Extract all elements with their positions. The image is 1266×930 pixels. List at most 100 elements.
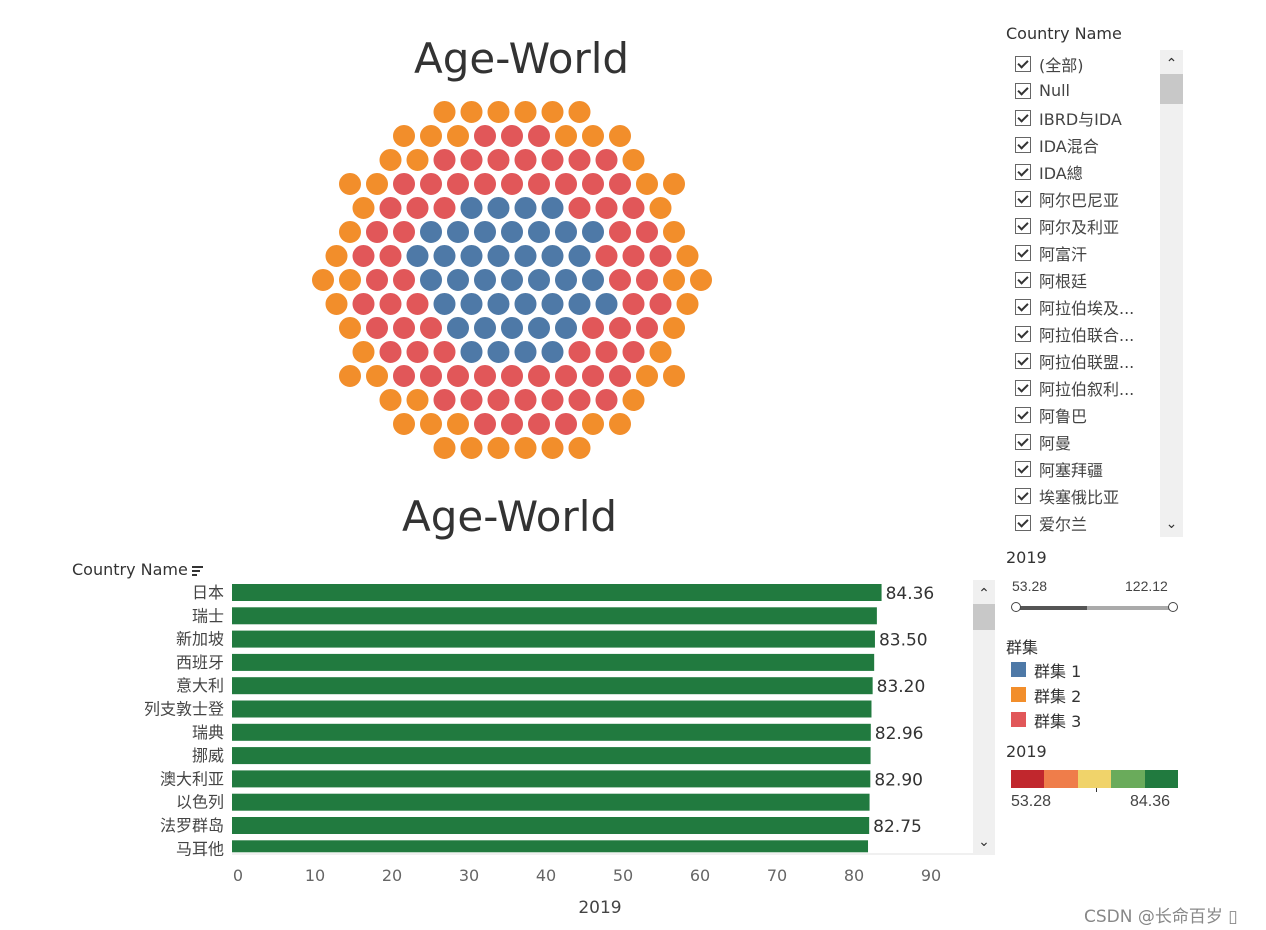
bubble-mark[interactable] (473, 220, 497, 244)
bubble-mark[interactable] (392, 172, 416, 196)
filter-item[interactable]: IDA混合 (1008, 131, 1158, 158)
bubble-mark[interactable] (527, 172, 551, 196)
bubble-mark[interactable] (662, 268, 686, 292)
bubble-mark[interactable] (500, 220, 524, 244)
bubble-mark[interactable] (540, 244, 565, 268)
filter-item[interactable]: 阿尔巴尼亚 (1008, 185, 1158, 212)
bar-mark[interactable] (232, 747, 871, 765)
category-label[interactable]: 瑞典 (192, 723, 224, 742)
bubble-mark[interactable] (459, 388, 484, 412)
bubble-mark[interactable] (648, 196, 673, 220)
bubble-mark[interactable] (473, 124, 497, 148)
bubble-mark[interactable] (351, 340, 376, 364)
filter-item[interactable]: IDA總 (1008, 158, 1158, 185)
bubble-mark[interactable] (567, 388, 592, 412)
bubble-mark[interactable] (486, 436, 511, 460)
bubble-mark[interactable] (675, 292, 700, 316)
legend-item[interactable]: 群集 3 (1011, 707, 1081, 732)
scroll-down-icon[interactable]: ⌄ (978, 833, 990, 849)
bubble-mark[interactable] (432, 148, 457, 172)
bar-mark[interactable] (232, 653, 875, 671)
bubble-mark[interactable] (662, 316, 686, 340)
bubble-mark[interactable] (608, 316, 632, 340)
checkbox-checked-icon[interactable] (1015, 325, 1031, 342)
bubble-mark[interactable] (378, 340, 403, 364)
bubble-mark[interactable] (527, 364, 551, 388)
bubble-mark[interactable] (581, 268, 605, 292)
bubble-mark[interactable] (405, 196, 430, 220)
bubble-mark[interactable] (486, 196, 511, 220)
category-label[interactable]: 挪威 (192, 746, 224, 765)
bubble-mark[interactable] (554, 124, 578, 148)
checkbox-checked-icon[interactable] (1015, 460, 1031, 477)
bubble-mark[interactable] (486, 388, 511, 412)
checkbox-checked-icon[interactable] (1015, 433, 1031, 450)
checkbox-checked-icon[interactable] (1015, 217, 1031, 234)
bubble-mark[interactable] (459, 244, 484, 268)
bar-mark[interactable] (232, 700, 872, 718)
bubble-mark[interactable] (540, 388, 565, 412)
bubble-mark[interactable] (378, 388, 403, 412)
bubble-mark[interactable] (405, 292, 430, 316)
bubble-mark[interactable] (567, 100, 592, 124)
bubble-mark[interactable] (594, 244, 619, 268)
bubble-mark[interactable] (405, 388, 430, 412)
bubble-mark[interactable] (594, 292, 619, 316)
bubble-mark[interactable] (500, 124, 524, 148)
bubble-mark[interactable] (567, 148, 592, 172)
bubble-mark[interactable] (311, 268, 335, 292)
range-max-handle[interactable] (1168, 602, 1178, 612)
bar-mark[interactable] (232, 793, 870, 811)
bubble-mark[interactable] (540, 340, 565, 364)
bubble-mark[interactable] (554, 220, 578, 244)
bubble-mark[interactable] (392, 268, 416, 292)
checkbox-checked-icon[interactable] (1015, 190, 1031, 207)
checkbox-checked-icon[interactable] (1015, 271, 1031, 288)
bubble-mark[interactable] (581, 124, 605, 148)
bubble-mark[interactable] (567, 436, 592, 460)
bubble-mark[interactable] (392, 124, 416, 148)
bubble-mark[interactable] (419, 220, 443, 244)
filter-item[interactable]: 阿拉伯联盟... (1008, 347, 1158, 374)
bubble-mark[interactable] (392, 316, 416, 340)
bubble-mark[interactable] (459, 196, 484, 220)
bubble-mark[interactable] (446, 412, 470, 436)
bar-mark[interactable] (232, 607, 877, 625)
bubble-mark[interactable] (473, 412, 497, 436)
bubble-mark[interactable] (473, 268, 497, 292)
bar-mark[interactable] (232, 723, 871, 741)
filter-item[interactable]: 阿根廷 (1008, 266, 1158, 293)
bubble-mark[interactable] (594, 388, 619, 412)
bubble-mark[interactable] (554, 316, 578, 340)
bubble-mark[interactable] (567, 196, 592, 220)
filter-item[interactable]: 阿富汗 (1008, 239, 1158, 266)
bubble-mark[interactable] (378, 148, 403, 172)
bubble-mark[interactable] (338, 172, 362, 196)
bar-mark[interactable] (232, 677, 873, 695)
bubble-mark[interactable] (419, 124, 443, 148)
legend-item[interactable]: 群集 1 (1011, 657, 1081, 682)
bubble-mark[interactable] (338, 364, 362, 388)
column-header[interactable]: Country Name (72, 560, 205, 579)
filter-item[interactable]: Null (1008, 77, 1158, 104)
scroll-up-icon[interactable]: ⌃ (978, 585, 990, 601)
bubble-mark[interactable] (662, 220, 686, 244)
category-label[interactable]: 澳大利亚 (160, 769, 224, 788)
bubble-mark[interactable] (689, 268, 713, 292)
category-label[interactable]: 日本 (192, 583, 224, 602)
bubble-mark[interactable] (662, 172, 686, 196)
bubble-mark[interactable] (392, 364, 416, 388)
bubble-mark[interactable] (635, 172, 659, 196)
bubble-mark[interactable] (621, 292, 646, 316)
checkbox-checked-icon[interactable] (1015, 352, 1031, 369)
bubble-mark[interactable] (486, 292, 511, 316)
bubble-mark[interactable] (540, 100, 565, 124)
bar-mark[interactable] (232, 630, 875, 648)
bar-mark[interactable] (232, 840, 869, 853)
checkbox-checked-icon[interactable] (1015, 514, 1031, 531)
checkbox-checked-icon[interactable] (1015, 487, 1031, 504)
bubble-mark[interactable] (594, 148, 619, 172)
bubble-mark[interactable] (432, 244, 457, 268)
bubble-mark[interactable] (608, 172, 632, 196)
bubble-mark[interactable] (446, 124, 470, 148)
